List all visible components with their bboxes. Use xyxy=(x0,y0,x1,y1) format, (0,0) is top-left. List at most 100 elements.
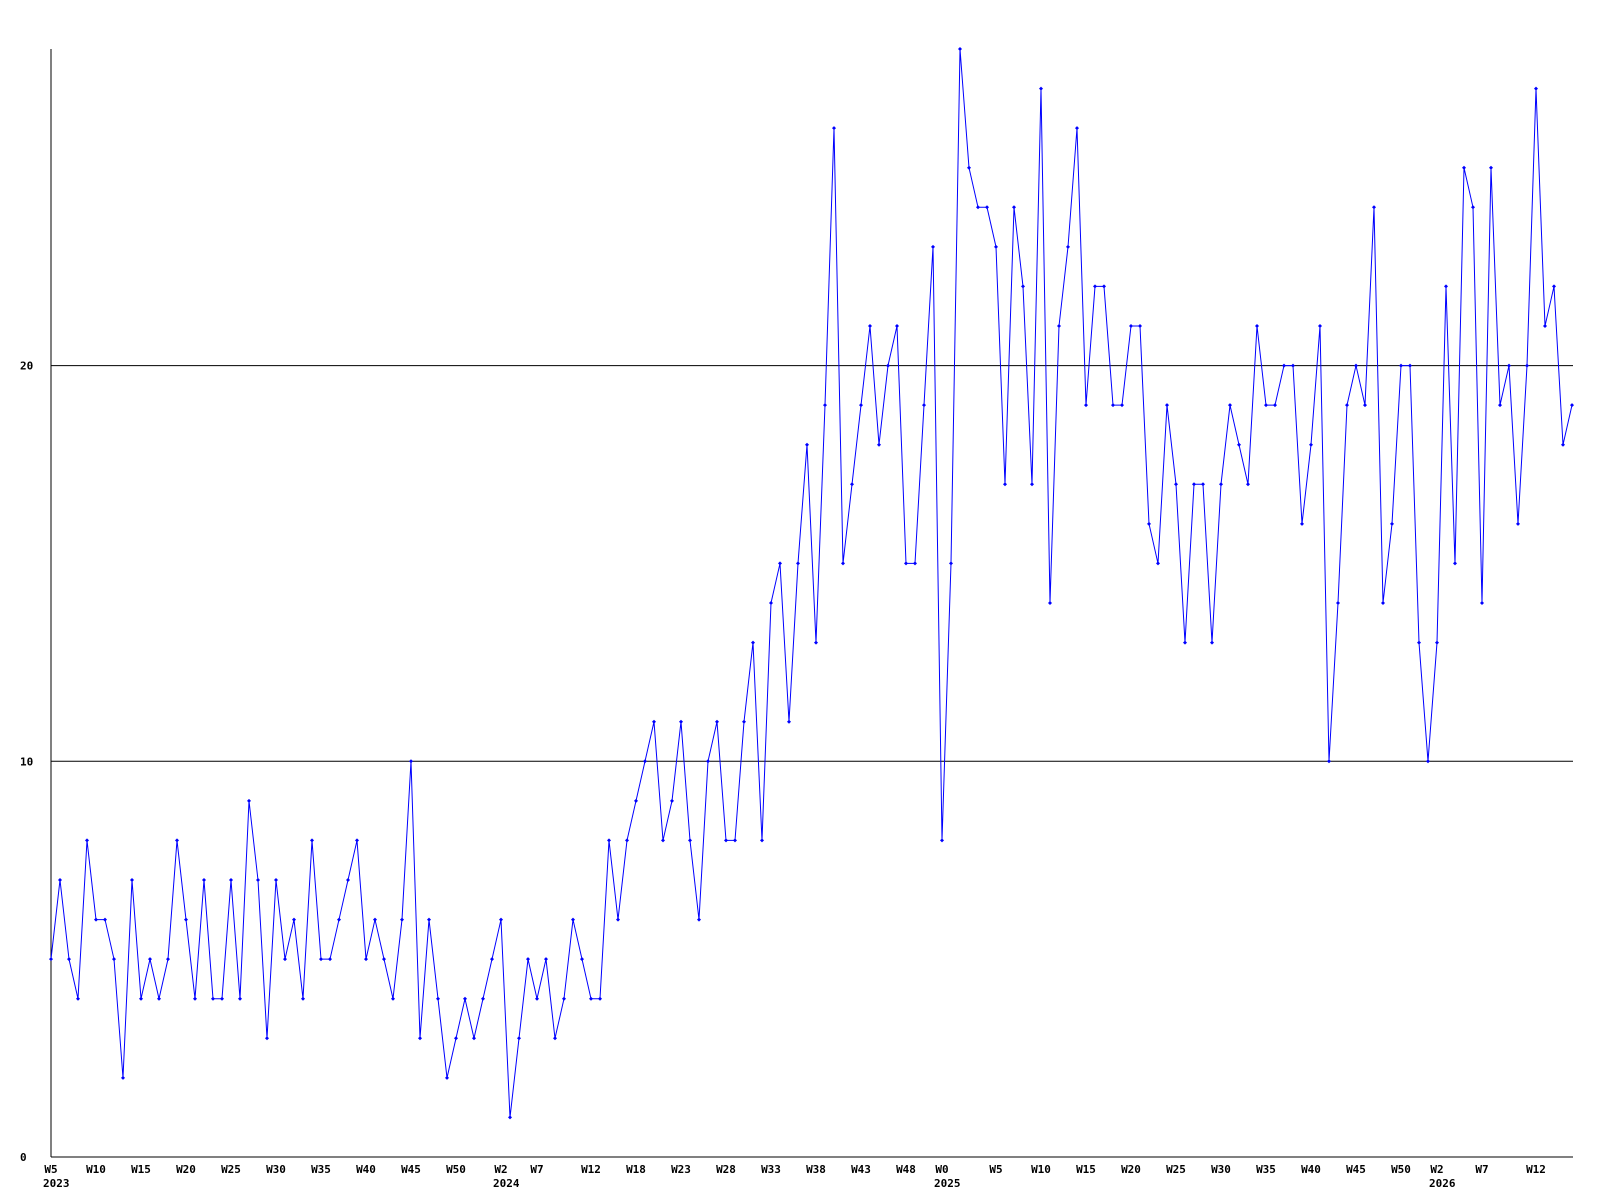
point xyxy=(391,996,395,1001)
point xyxy=(1300,521,1304,526)
point xyxy=(1471,205,1475,210)
x-tick-label: W35 xyxy=(311,1163,331,1176)
point xyxy=(418,1036,422,1041)
x-tick-label: W25 xyxy=(221,1163,241,1176)
point xyxy=(742,719,746,724)
point xyxy=(796,561,800,566)
x-tick-label: W30 xyxy=(266,1163,286,1176)
point xyxy=(427,917,431,922)
point xyxy=(553,1036,557,1041)
point xyxy=(337,917,341,922)
point xyxy=(1075,126,1079,131)
point xyxy=(1480,601,1484,605)
point xyxy=(1156,561,1160,566)
x-tick-label: W30 xyxy=(1211,1163,1231,1176)
point xyxy=(256,878,260,882)
x-tick-label: W10 xyxy=(1031,1163,1051,1176)
point xyxy=(715,719,719,724)
point xyxy=(220,996,224,1001)
x-tick-label: W43 xyxy=(851,1163,871,1176)
point xyxy=(229,878,233,882)
point xyxy=(967,165,971,170)
x-tick-label: W0 xyxy=(935,1163,948,1176)
point xyxy=(274,878,278,882)
point xyxy=(76,996,80,1001)
point xyxy=(697,917,701,922)
point xyxy=(1291,363,1295,368)
point xyxy=(1012,205,1016,210)
point xyxy=(1552,284,1556,289)
point xyxy=(1147,521,1151,526)
point xyxy=(877,442,881,447)
point xyxy=(706,759,710,764)
x-tick-label: W2 xyxy=(1430,1163,1443,1176)
point xyxy=(868,324,872,328)
point xyxy=(1390,521,1394,526)
point xyxy=(958,47,962,51)
point xyxy=(1192,482,1196,487)
x-tick-label: W45 xyxy=(401,1163,421,1176)
point xyxy=(328,957,332,962)
point xyxy=(1561,442,1565,447)
point xyxy=(859,403,863,408)
point xyxy=(751,640,755,645)
point xyxy=(985,205,989,210)
point xyxy=(409,759,413,764)
point xyxy=(247,798,251,803)
point xyxy=(1174,482,1178,487)
point xyxy=(112,957,116,962)
x-tick-label: W7 xyxy=(1475,1163,1488,1176)
y-tick-label: 20 xyxy=(20,360,33,373)
point xyxy=(1201,482,1205,487)
point xyxy=(346,878,350,882)
point xyxy=(976,205,980,210)
point xyxy=(1462,165,1466,170)
x-tick-label: W12 xyxy=(1526,1163,1546,1176)
point xyxy=(85,838,89,843)
point xyxy=(787,719,791,724)
point xyxy=(1426,759,1430,764)
point xyxy=(454,1036,458,1041)
x-tick-label: W15 xyxy=(131,1163,151,1176)
point xyxy=(1381,601,1385,605)
point xyxy=(652,719,656,724)
x-tick-label: W18 xyxy=(626,1163,646,1176)
point xyxy=(130,878,134,882)
point xyxy=(1336,601,1340,605)
x-tick-label: W28 xyxy=(716,1163,736,1176)
point xyxy=(562,996,566,1001)
x-tick-label: W45 xyxy=(1346,1163,1366,1176)
point xyxy=(814,640,818,645)
point xyxy=(211,996,215,1001)
point xyxy=(1354,363,1358,368)
point xyxy=(445,1075,449,1080)
point xyxy=(238,996,242,1001)
x-year-label: 2026 xyxy=(1429,1177,1456,1190)
point xyxy=(355,838,359,843)
point xyxy=(508,1115,512,1120)
point xyxy=(1399,363,1403,368)
point xyxy=(1264,403,1268,408)
point xyxy=(634,798,638,803)
point xyxy=(940,838,944,843)
point xyxy=(49,957,53,962)
point xyxy=(1435,640,1439,645)
point xyxy=(760,838,764,843)
point xyxy=(67,957,71,962)
point xyxy=(1120,403,1124,408)
x-tick-label: W38 xyxy=(806,1163,826,1176)
point xyxy=(517,1036,521,1041)
point xyxy=(643,759,647,764)
point xyxy=(544,957,548,962)
point xyxy=(463,996,467,1001)
point xyxy=(832,126,836,131)
point xyxy=(535,996,539,1001)
point xyxy=(472,1036,476,1041)
point xyxy=(994,244,998,249)
point xyxy=(1417,640,1421,645)
point xyxy=(1021,284,1025,289)
x-tick-label: W2 xyxy=(494,1163,507,1176)
x-tick-label: W33 xyxy=(761,1163,781,1176)
